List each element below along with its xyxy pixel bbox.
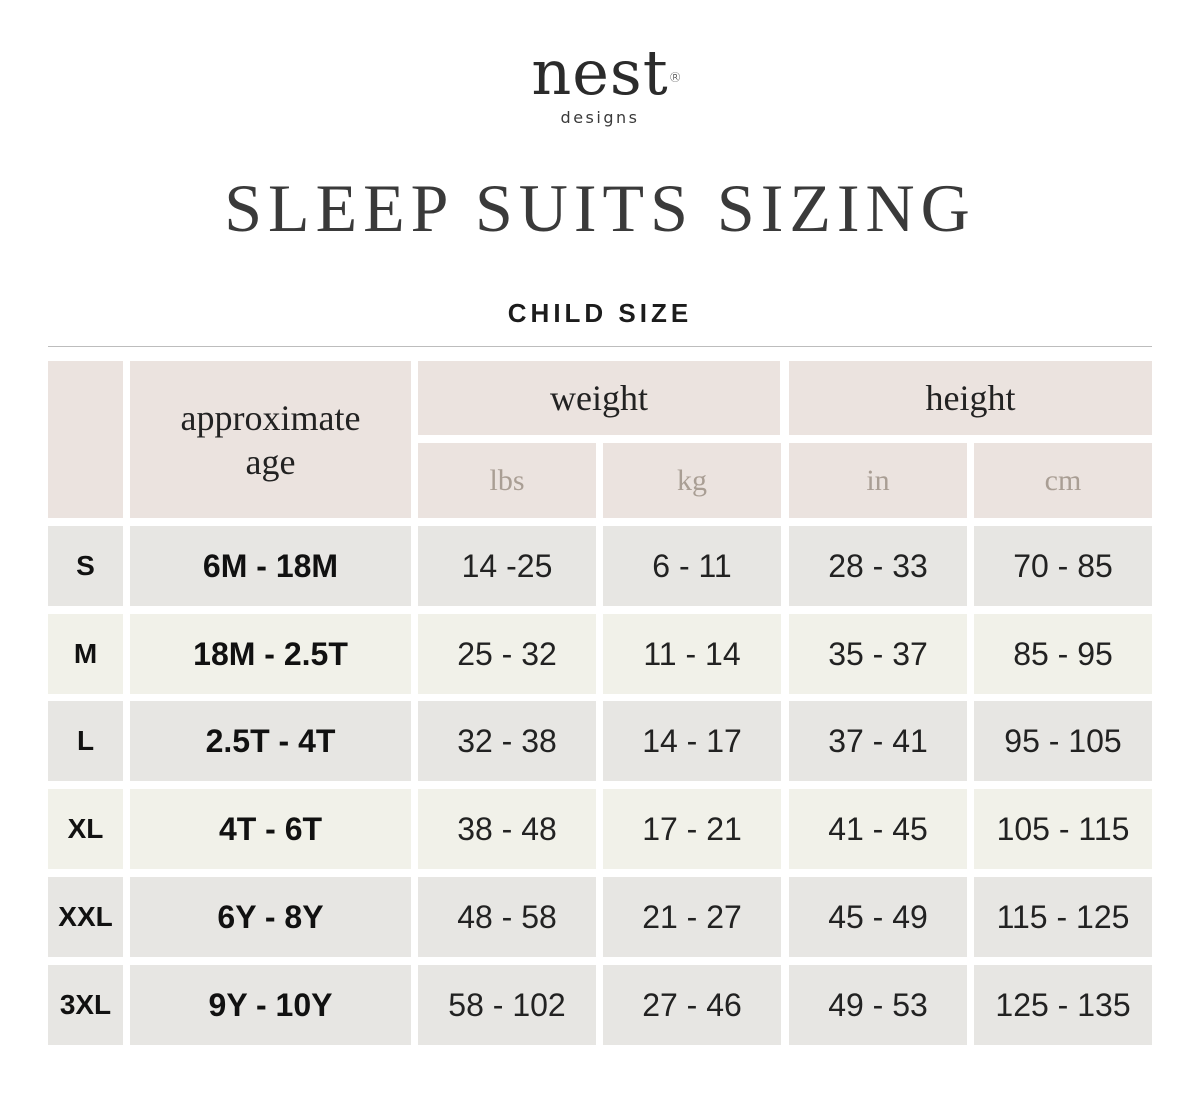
header-weight: weight: [418, 361, 780, 435]
weight-lbs-cell: 14 -25: [418, 526, 596, 606]
height-cm-cell: 85 - 95: [974, 614, 1152, 694]
height-in-cell: 45 - 49: [789, 877, 967, 957]
height-in-cell: 49 - 53: [789, 965, 967, 1045]
weight-lbs-cell: 32 - 38: [418, 701, 596, 781]
size-cell: M: [48, 614, 123, 694]
size-cell: S: [48, 526, 123, 606]
age-cell: 2.5T - 4T: [130, 701, 411, 781]
weight-kg-cell: 14 - 17: [603, 701, 781, 781]
height-in-cell: 37 - 41: [789, 701, 967, 781]
age-cell: 6M - 18M: [130, 526, 411, 606]
height-in-cell: 28 - 33: [789, 526, 967, 606]
size-cell: XXL: [48, 877, 123, 957]
height-cm-cell: 115 - 125: [974, 877, 1152, 957]
weight-lbs-cell: 48 - 58: [418, 877, 596, 957]
age-cell: 18M - 2.5T: [130, 614, 411, 694]
header-age: approximate age: [130, 361, 411, 518]
weight-lbs-cell: 25 - 32: [418, 614, 596, 694]
header-unit-cm: cm: [974, 443, 1152, 518]
divider: [48, 346, 1152, 347]
header-unit-in: in: [789, 443, 967, 518]
size-cell: L: [48, 701, 123, 781]
brand-name: nest ®: [531, 38, 681, 108]
age-cell: 6Y - 8Y: [130, 877, 411, 957]
section-subtitle: CHILD SIZE: [507, 298, 693, 328]
weight-lbs-cell: 38 - 48: [418, 789, 596, 869]
height-in-cell: 41 - 45: [789, 789, 967, 869]
page-title: SLEEP SUITS SIZING: [224, 170, 976, 246]
registered-mark: ®: [668, 71, 683, 86]
header-unit-kg: kg: [603, 443, 781, 518]
height-cm-cell: 70 - 85: [974, 526, 1152, 606]
height-in-cell: 35 - 37: [789, 614, 967, 694]
size-cell: XL: [48, 789, 123, 869]
weight-kg-cell: 11 - 14: [603, 614, 781, 694]
size-cell: 3XL: [48, 965, 123, 1045]
weight-kg-cell: 21 - 27: [603, 877, 781, 957]
height-cm-cell: 105 - 115: [974, 789, 1152, 869]
weight-kg-cell: 27 - 46: [603, 965, 781, 1045]
age-cell: 9Y - 10Y: [130, 965, 411, 1045]
brand-sub: designs: [560, 108, 640, 127]
height-cm-cell: 95 - 105: [974, 701, 1152, 781]
header-height: height: [789, 361, 1152, 435]
header-unit-lbs: lbs: [418, 443, 596, 518]
weight-kg-cell: 6 - 11: [603, 526, 781, 606]
weight-lbs-cell: 58 - 102: [418, 965, 596, 1045]
header-size-blank: [48, 361, 123, 518]
weight-kg-cell: 17 - 21: [603, 789, 781, 869]
age-cell: 4T - 6T: [130, 789, 411, 869]
height-cm-cell: 125 - 135: [974, 965, 1152, 1045]
